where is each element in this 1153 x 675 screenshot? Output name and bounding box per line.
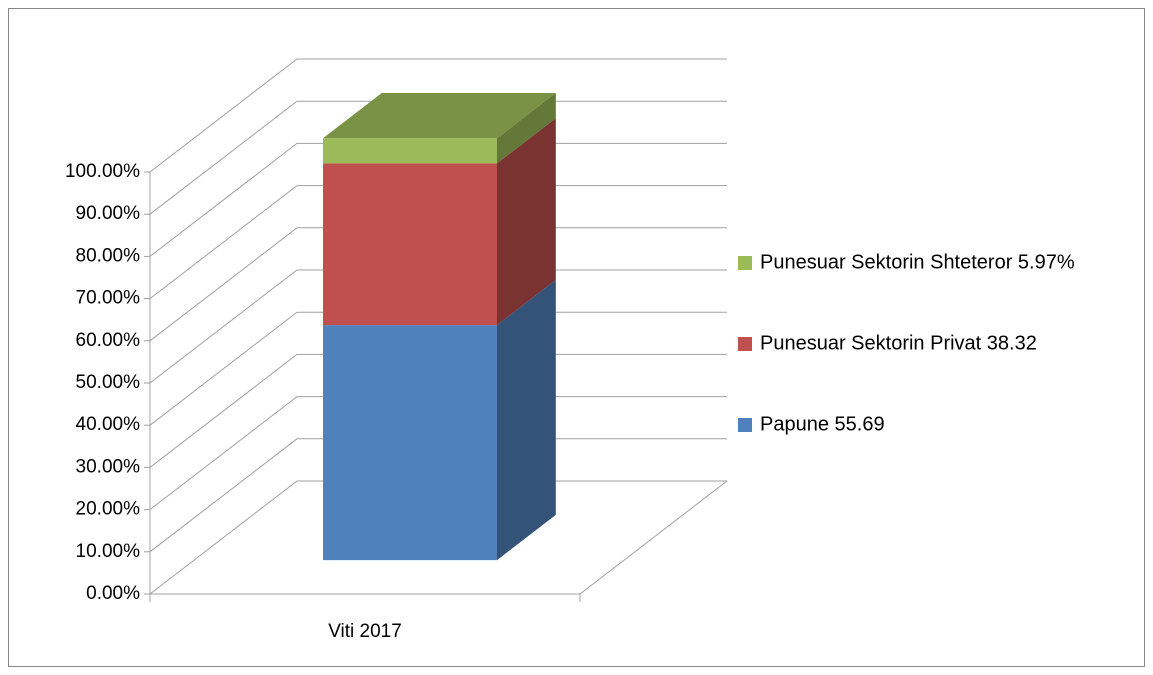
y-tick-label: 70.00% [76,288,141,309]
y-tick-label: 40.00% [76,414,141,435]
bar-top [323,93,556,139]
y-tick-label: 60.00% [76,330,141,351]
y-tick-label: 10.00% [76,541,141,562]
bar-side [497,93,556,164]
grid-line [149,480,727,595]
y-tick-label: 90.00% [76,203,141,224]
y-tick-label: 100.00% [65,161,140,182]
bar-front [323,138,497,164]
legend-label: Punesuar Sektorin Privat 38.32 [760,332,1037,354]
grid-line [149,185,727,299]
y-tick-label: 50.00% [76,372,141,393]
grid-line [149,438,727,553]
grid-line [149,311,727,426]
grid-line [149,58,727,173]
y-tick-label: 20.00% [76,499,141,520]
legend-swatch [738,256,752,270]
bar-side [497,279,556,561]
y-tick-label: 80.00% [76,245,141,266]
legend-label: Punesuar Sektorin Shteteror 5.97% [760,251,1075,273]
y-tick-label: 30.00% [76,456,141,477]
legend-swatch [738,418,752,432]
x-tick-label: Viti 2017 [328,621,402,642]
legend-label: Papune 55.69 [760,413,885,435]
bar-front [323,325,497,561]
grid-line [149,269,727,384]
legend-swatch [738,337,752,351]
bar-side [497,118,556,326]
grid-line [149,100,727,215]
grid-line [149,227,727,342]
grid-line [149,396,727,510]
bar-front [323,163,497,326]
grid-line [149,353,727,468]
y-tick-label: 0.00% [86,583,140,604]
grid-line [149,142,727,257]
